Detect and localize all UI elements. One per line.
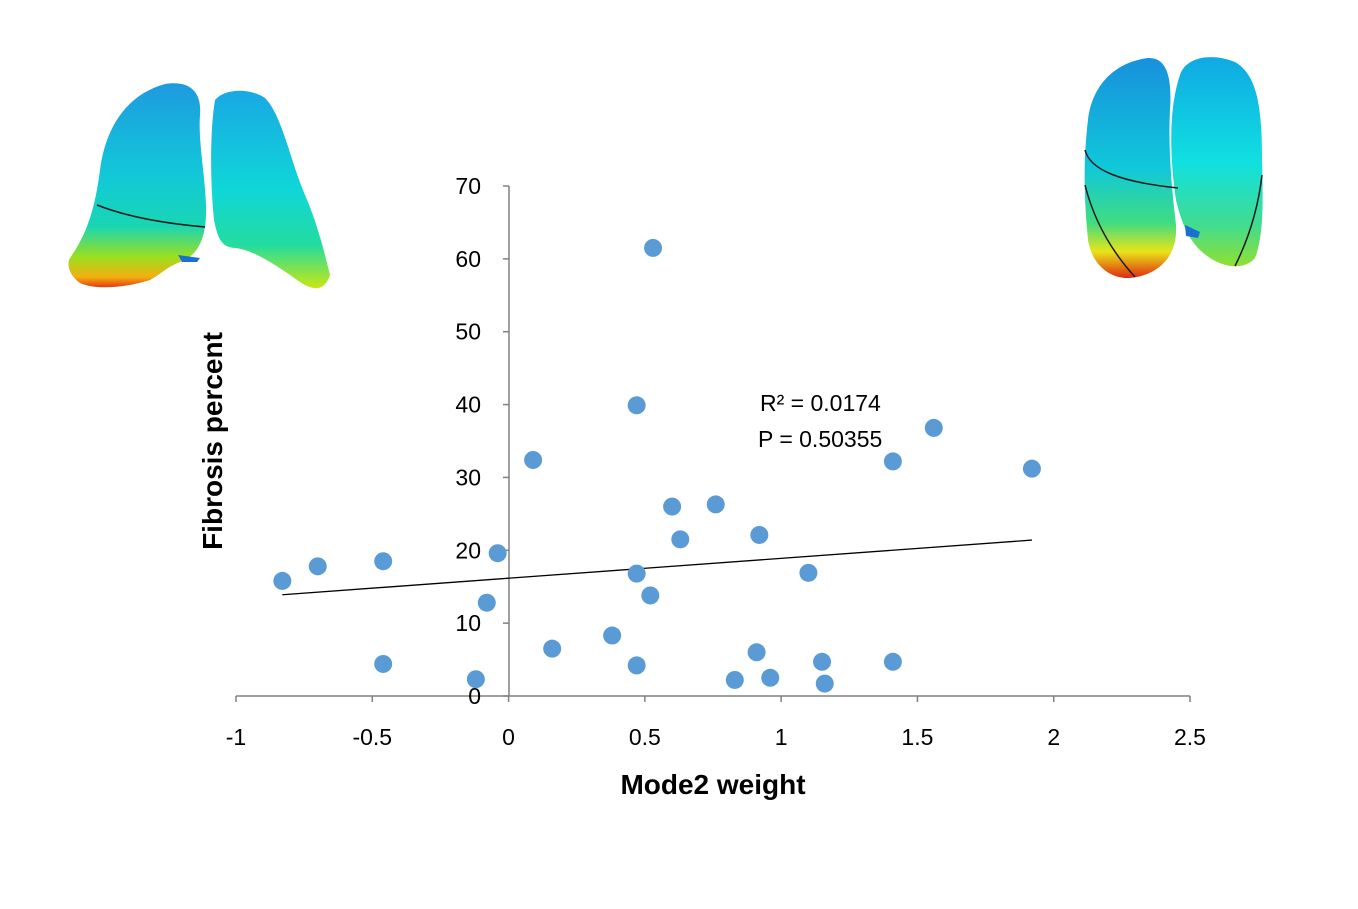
r-squared-annotation: R² = 0.0174 [760,390,881,416]
lung-model-right-image [1084,57,1263,279]
data-point [644,238,663,257]
data-point [477,593,496,612]
y-tick-label: 40 [455,392,481,418]
y-tick-label: 0 [468,683,481,709]
y-axis-ticks: 0 10 20 30 40 50 60 70 [455,173,509,709]
data-point [924,418,943,437]
x-tick-label: 0 [502,724,515,750]
y-tick-label: 70 [455,173,481,199]
x-tick-label: 1 [775,724,788,750]
lung-model-left-image [68,83,330,289]
data-point [663,497,682,516]
data-point [308,557,327,576]
data-point [883,652,902,671]
x-tick-label: 0.5 [629,724,661,750]
data-point [466,670,485,689]
x-axis-title: Mode2 weight [620,769,805,800]
data-point [813,652,832,671]
data-point [799,563,818,582]
data-point [706,495,725,514]
p-value-annotation: P = 0.50355 [758,426,882,452]
y-tick-label: 30 [455,464,481,490]
data-point [725,670,744,689]
x-tick-label: 1.5 [901,724,933,750]
data-point [641,586,660,605]
data-point [627,656,646,675]
y-tick-label: 50 [455,319,481,345]
data-point [488,544,507,563]
data-point [750,525,769,544]
x-tick-label: -1 [226,724,246,750]
y-tick-label: 20 [455,537,481,563]
data-points [273,238,1041,693]
data-point [543,639,562,658]
data-point [747,643,766,662]
data-point [1022,459,1041,478]
data-point [374,654,393,673]
x-tick-label: 2 [1047,724,1060,750]
data-point [524,450,543,469]
data-point [671,530,690,549]
data-point [883,452,902,471]
x-axis-ticks: -1 -0.5 0 0.5 1 1.5 2 2.5 [226,696,1206,750]
y-tick-label: 60 [455,246,481,272]
data-point [627,396,646,415]
data-point [374,552,393,571]
data-point [603,626,622,645]
x-tick-label: -0.5 [352,724,392,750]
data-point [761,668,780,687]
x-tick-label: 2.5 [1174,724,1206,750]
y-tick-label: 10 [455,610,481,636]
y-axis-title: Fibrosis percent [197,332,228,550]
data-point [273,571,292,590]
trendline [282,539,1032,596]
data-point [815,674,834,693]
data-point [627,564,646,583]
